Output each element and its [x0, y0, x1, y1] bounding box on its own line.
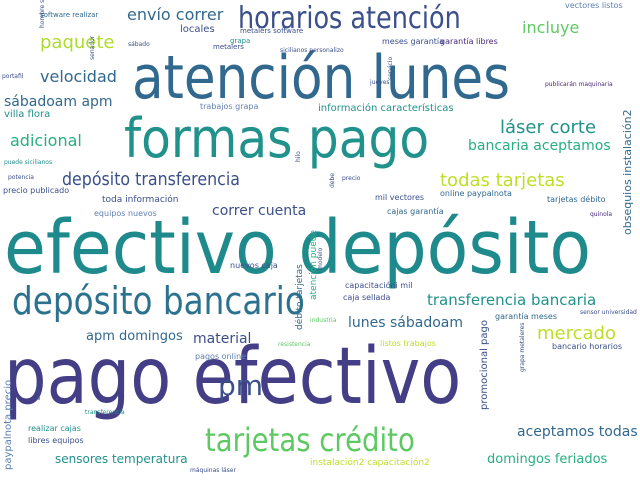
word-atencion-lunes: atención lunes — [132, 43, 511, 113]
word-garantia-meses: garantía meses — [495, 312, 558, 321]
word-horarios-atencion: horarios atención — [238, 1, 461, 36]
word-buena: buena — [35, 381, 42, 400]
word-sabado-small: sábado — [128, 41, 150, 48]
word-formas-pago: formas pago — [124, 107, 430, 170]
word-servicio: servicio — [387, 56, 394, 80]
word-meses-garantia: meses garantía — [382, 37, 445, 46]
word-bancaria-aceptamos: bancaria aceptamos — [468, 138, 611, 154]
word-resistencia: resistencia — [278, 341, 311, 348]
word-jueves: grapa metaleres — [519, 322, 526, 372]
word-incluye: incluye — [522, 18, 580, 37]
word-material: material — [193, 331, 252, 347]
word-precio-publicado: precio publicado — [3, 186, 70, 195]
word-hilo: hilo — [295, 151, 302, 162]
word-nuevos-caja: nuevos caja — [230, 261, 278, 270]
word-lunes-sabadoam: lunes sábadoam — [348, 315, 464, 331]
word-trabajos-grapa: trabajos grapa — [200, 102, 259, 111]
word-online-paypalnota: online paypalnota — [440, 189, 512, 198]
word-potencia: potencia — [8, 174, 34, 181]
word-toda-informacion: toda información — [102, 195, 179, 205]
word-sicilianos-personalizo: sicilianos personalizo — [280, 47, 344, 54]
word-modelo: modelo — [317, 247, 324, 270]
word-paquete: paquete — [40, 32, 115, 53]
word-correr-cuenta: correr cuenta — [212, 203, 307, 219]
word-tarjetas-debito: tarjetas débito — [547, 195, 606, 204]
word-obsequios-instalacion2: obsequios instalación2 — [621, 109, 634, 235]
word-domingos-feriados: domingos feriados — [487, 452, 608, 467]
word-transferencia-small: transferencia — [85, 409, 125, 416]
word-precio: precio — [342, 175, 361, 182]
word-vectores-listos: vectores listos — [565, 1, 623, 10]
word-adicional: adicional — [10, 131, 82, 150]
word-senador: senador — [89, 35, 96, 60]
word-mil-vectores: mil vectores — [375, 193, 425, 202]
word-garantia-libres: garantía libres — [440, 37, 498, 46]
word-informacion-caracteristicas: información características — [318, 103, 454, 114]
word-deposito-transferencia: depósito transferencia — [62, 169, 240, 190]
word-libres-equipos: libres equipos — [28, 436, 84, 445]
word-portafil: portafil — [2, 73, 24, 80]
word-paypalnota-precio: paypalnota precio — [3, 379, 14, 470]
word-listos-trabajos: listos trabajos — [380, 339, 436, 348]
word-locales: locales — [180, 24, 215, 35]
word-maquinas-laser: máquinas láser — [190, 467, 236, 474]
word-debe: debe — [329, 173, 336, 188]
word-todas-tarjetas: todas tarjetas — [440, 170, 565, 191]
word-pago-efectivo: pago efectivo — [4, 332, 462, 422]
word-velocidad: velocidad — [40, 67, 117, 86]
word-publicaran-maquinaria: publicarán maquinaria — [545, 81, 613, 88]
word-software-realizar: software realizar — [40, 11, 99, 19]
word-debito-tarjetas: débito tarjetas — [295, 264, 305, 330]
word-sabadoam-apm: sábadoam apm — [4, 94, 113, 110]
word-apm-domingos: apm domingos — [86, 329, 183, 344]
word-villa-flora: villa flora — [4, 109, 51, 120]
word-quinola: quinola — [590, 211, 613, 218]
word-metalers-software: metalers software — [240, 27, 304, 35]
word-metalers: metalers — [213, 43, 244, 51]
word-sensores-temperatura: sensores temperatura — [55, 452, 188, 466]
word-industria: industria — [310, 317, 337, 324]
word-pagos-online: pagos online — [195, 352, 247, 361]
word-capacitacion-mil: capacitacióni mil — [345, 281, 413, 290]
word-envio-correr: envío correr — [127, 5, 224, 24]
word-sensor-universidad: sensor universidad — [580, 309, 637, 316]
word-tarjetas-credito: tarjetas crédito — [205, 421, 415, 459]
word-bancario-horarios: bancario horarios — [552, 342, 623, 351]
word-laser-corte: láser corte — [500, 117, 597, 138]
word-puede-sicilianos: puede sicilianos — [4, 159, 53, 166]
word-realizar-cajas: realizar cajas — [28, 424, 81, 433]
word-hombre-sas: hombre sas — [39, 0, 46, 28]
word-caja-sellada: caja sellada — [343, 293, 391, 302]
word-detalle: jueves — [370, 79, 390, 86]
word-instalacion2-capacitacion2: instalación2 capacitación2 — [310, 458, 430, 468]
word-pm: pm — [218, 369, 264, 402]
word-mercado: mercado — [537, 323, 616, 344]
word-efectivo-deposito: efectivo depósito — [4, 205, 592, 291]
word-equipos-nuevos: equipos nuevos — [94, 209, 157, 218]
word-grapa: grapa — [230, 37, 251, 45]
word-transferencia-bancaria: transferencia bancaria — [427, 291, 597, 309]
word-promocional-pago: promocional pago — [479, 320, 490, 410]
word-aceptamos-todas: aceptamos todas — [517, 424, 638, 440]
word-deposito-bancario: depósito bancario — [12, 279, 305, 323]
word-cajas-garantia: cajas garantía — [387, 207, 444, 216]
